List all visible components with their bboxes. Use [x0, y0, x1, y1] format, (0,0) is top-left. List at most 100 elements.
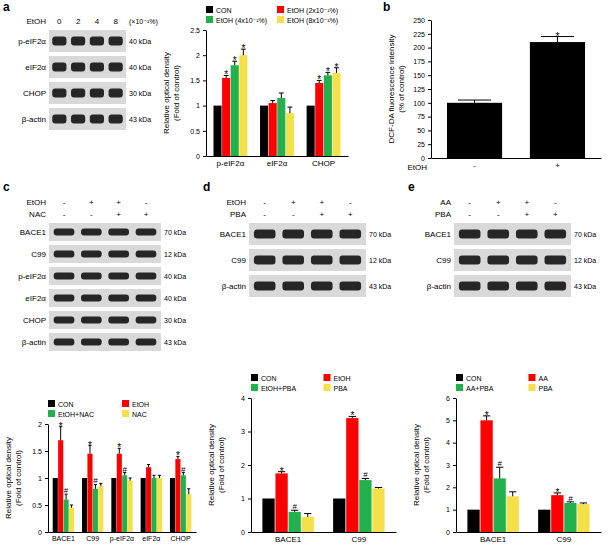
x-tick-label: C99 — [557, 535, 572, 544]
y-tick-mark — [45, 424, 48, 425]
lane-label: - — [497, 210, 500, 219]
legend-swatch — [251, 374, 258, 381]
y-tick-mark — [453, 465, 456, 466]
error-bar — [123, 473, 126, 476]
blot-band — [109, 115, 123, 124]
bar — [269, 103, 277, 156]
lane-label: - — [292, 210, 295, 219]
y-tick: 0 — [38, 529, 48, 536]
panel-label: c — [3, 180, 10, 194]
y-tick: 125 — [413, 86, 431, 93]
legend-label: EtOH (2x10⁻¹%) — [287, 7, 338, 15]
y-tick: 0.5 — [190, 128, 206, 135]
lane-label: - — [468, 198, 471, 207]
panel-label: e — [408, 180, 415, 194]
bar — [141, 478, 146, 532]
lane-label: - — [468, 210, 471, 219]
treatment-label: EtOH — [26, 17, 46, 26]
size-label: 12 kDa — [574, 257, 596, 264]
legend-swatch — [277, 16, 284, 23]
legend-item: EtOH — [324, 374, 351, 382]
y-tick: 50 — [417, 127, 431, 134]
blot-band — [311, 256, 333, 265]
bar — [87, 454, 92, 532]
blot-band — [90, 37, 104, 46]
blot-band — [516, 230, 538, 239]
bar — [332, 73, 340, 156]
bar — [480, 420, 492, 532]
protein-label: C99 — [31, 250, 46, 259]
legend-label: EtOH+PBA — [261, 385, 297, 392]
treatment-label: EtOH — [226, 198, 246, 207]
marks — [467, 416, 589, 532]
blot-band — [54, 250, 75, 257]
bar — [82, 478, 87, 532]
blot-background — [49, 245, 161, 263]
blot-band — [90, 63, 104, 72]
y-tick-mark — [45, 505, 48, 506]
y-tick-label: 2 — [38, 421, 42, 428]
size-label: 70 kDa — [164, 229, 186, 236]
y-axis-label: Relative optical density — [4, 437, 13, 519]
y-tick-label: 0 — [196, 153, 200, 160]
y-tick: 175 — [413, 58, 431, 65]
y-tick: 2.5 — [190, 27, 206, 34]
blot-band — [81, 272, 102, 279]
size-label: 70 kDa — [369, 231, 391, 238]
error-bar — [182, 473, 185, 476]
y-tick-label: 1 — [38, 475, 42, 482]
y-tick-mark — [203, 30, 206, 31]
y-tick: 0 — [196, 153, 206, 160]
blot-band — [311, 230, 333, 239]
blot-background — [49, 289, 161, 307]
blot-band — [108, 228, 129, 235]
error-bar — [99, 483, 102, 486]
bar — [577, 504, 589, 532]
x-tick: BACE1 — [52, 532, 75, 542]
y-tick-label: 1.5 — [32, 448, 42, 455]
y-axis: 00.511.522.5 — [190, 27, 206, 160]
bar — [315, 83, 323, 156]
bar — [447, 103, 502, 158]
y-axis-line — [431, 21, 432, 159]
blot-band — [108, 338, 129, 345]
y-tick: 200 — [413, 44, 431, 51]
x-tick: BACE1 — [480, 532, 507, 544]
x-tick: eIF2α — [142, 532, 160, 542]
blot-band — [136, 294, 157, 301]
y-tick: 1 — [38, 475, 48, 482]
x-tick-label: CHOP — [170, 535, 191, 542]
y-tick-mark — [428, 117, 431, 118]
plot-area — [53, 427, 192, 532]
y-tick-mark — [248, 432, 251, 433]
blot-band — [71, 89, 85, 98]
error-bar — [496, 467, 503, 478]
unit-label: (×10⁻¹%) — [129, 18, 158, 26]
legend-swatch — [48, 410, 55, 417]
treatment-label: AA — [440, 198, 451, 207]
blot-band — [90, 115, 104, 124]
error-bar — [232, 61, 237, 65]
lane-label: - — [145, 198, 148, 207]
y-tick-mark — [248, 499, 251, 500]
legend-label: CON — [261, 375, 277, 382]
y-tick-label: 1.5 — [190, 77, 200, 84]
x-tick-label: C99 — [352, 535, 367, 544]
bar — [494, 478, 506, 532]
error-bar — [59, 427, 62, 441]
bar — [175, 459, 180, 532]
x-tick: C99 — [352, 532, 367, 544]
y-tick: 1 — [446, 506, 456, 513]
chart: **##01234BACE1C99Relative optical densit… — [207, 374, 397, 544]
y-tick: 5 — [446, 417, 456, 424]
bar — [302, 517, 314, 532]
legend-item: CON — [48, 400, 74, 408]
bar — [157, 478, 162, 532]
y-tick-mark — [428, 75, 431, 76]
x-tick: CHOP — [170, 532, 191, 542]
y-tick-label: 175 — [413, 58, 425, 65]
treatment-label: EtOH — [26, 198, 46, 207]
x-tick: eIF2α — [267, 156, 288, 168]
error-bar — [241, 49, 246, 55]
protein-label: CHOP — [23, 89, 46, 98]
